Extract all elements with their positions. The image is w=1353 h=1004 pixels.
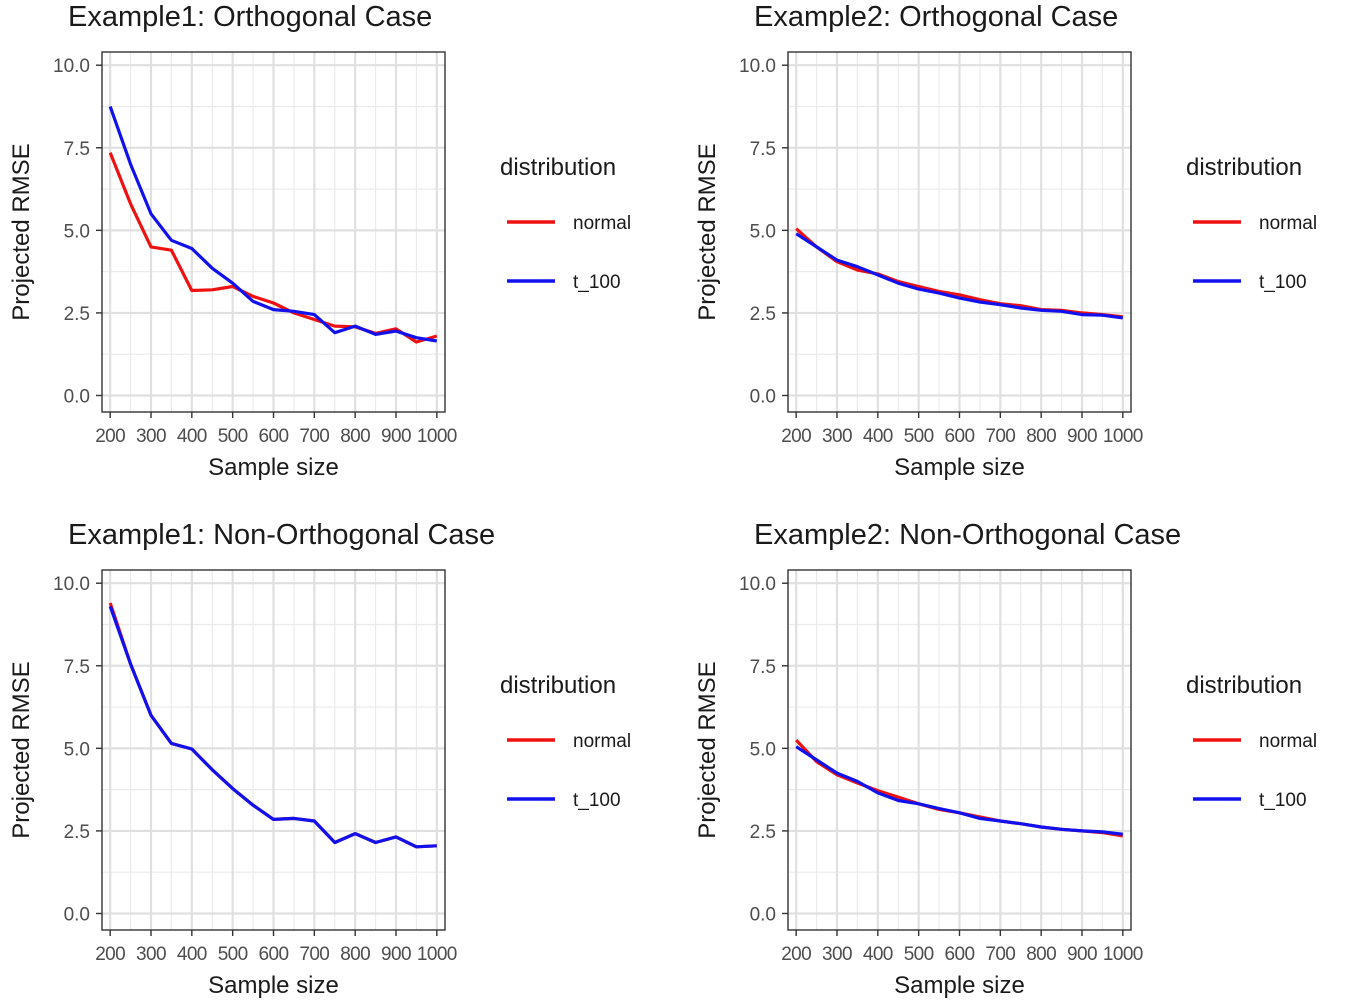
x-tick-label: 300: [822, 944, 852, 965]
x-tick-label: 300: [822, 426, 852, 447]
legend: distribution normal t_100: [1186, 154, 1317, 293]
legend: distribution normal t_100: [1186, 672, 1317, 811]
x-tick-label: 300: [136, 426, 166, 447]
legend-label: t_100: [1259, 272, 1307, 293]
series-line-t-100: [795, 232, 1124, 320]
legend-title: distribution: [500, 154, 616, 181]
chart-title: Example2: Orthogonal Case: [754, 1, 1118, 33]
x-tick-label: 1000: [1103, 944, 1143, 965]
x-tick-label: 400: [177, 426, 207, 447]
x-tick-label: 600: [945, 944, 975, 965]
y-tick-label: 2.5: [64, 304, 90, 325]
x-tick-label: 400: [177, 944, 207, 965]
series-line-t-100: [108, 605, 437, 849]
legend-label: t_100: [573, 272, 621, 293]
chart-panel-4: Example2: Non-Orthogonal Case 0.0 2.5 5.0 7.…: [694, 519, 1317, 999]
x-tick-label: 700: [299, 944, 329, 965]
x-tick-label: 200: [95, 426, 125, 447]
x-tick-label: 800: [1026, 944, 1056, 965]
y-tick-label: 0.0: [64, 386, 90, 407]
x-tick-label: 300: [136, 944, 166, 965]
x-tick-label: 400: [863, 944, 893, 965]
x-tick-label: 600: [259, 944, 289, 965]
x-tick-label: 800: [340, 944, 370, 965]
y-tick-label: 5.0: [64, 221, 90, 242]
y-tick-label: 5.0: [750, 739, 776, 760]
legend-label: normal: [573, 213, 631, 234]
x-tick-label: 400: [863, 426, 893, 447]
legend-label: normal: [573, 731, 631, 752]
x-axis-label: Sample size: [894, 972, 1025, 999]
x-tick-label: 1000: [417, 426, 457, 447]
y-tick-label: 5.0: [64, 739, 90, 760]
x-axis-label: Sample size: [894, 454, 1025, 481]
y-tick-label: 0.0: [64, 904, 90, 925]
y-tick-label: 10.0: [53, 574, 90, 595]
y-tick-label: 2.5: [750, 304, 776, 325]
legend-label: normal: [1259, 213, 1317, 234]
x-tick-label: 900: [1067, 426, 1097, 447]
y-tick-label: 0.0: [750, 904, 776, 925]
x-tick-label: 500: [904, 426, 934, 447]
x-tick-label: 600: [945, 426, 975, 447]
x-tick-label: 200: [781, 426, 811, 447]
x-tick-label: 500: [218, 426, 248, 447]
x-tick-label: 900: [1067, 944, 1097, 965]
y-tick-label: 5.0: [750, 221, 776, 242]
x-axis-label: Sample size: [208, 454, 339, 481]
series-line-t-100: [108, 105, 438, 343]
x-axis-label: Sample size: [208, 972, 339, 999]
x-tick-label: 500: [904, 944, 934, 965]
x-tick-label: 1000: [417, 944, 457, 965]
legend-label: t_100: [573, 790, 621, 811]
chart-title: Example1: Orthogonal Case: [68, 1, 432, 33]
x-tick-label: 900: [381, 944, 411, 965]
legend-title: distribution: [500, 672, 616, 699]
legend-label: normal: [1259, 731, 1317, 752]
y-axis-label: Projected RMSE: [8, 143, 35, 320]
chart-panel-1: Example1: Orthogonal Case 0.0 2.5 5.0 7.5 10.…: [8, 1, 631, 481]
x-tick-label: 500: [218, 944, 248, 965]
y-axis-label: Projected RMSE: [694, 143, 721, 320]
x-tick-label: 200: [781, 944, 811, 965]
chart-panel-3: Example1: Non-Orthogonal Case 0.0 2.5 5.0 7.…: [8, 519, 631, 999]
x-tick-label: 700: [985, 944, 1015, 965]
x-tick-label: 200: [95, 944, 125, 965]
legend-label: t_100: [1259, 790, 1307, 811]
x-tick-label: 700: [985, 426, 1015, 447]
chart-panel-2: Example2: Orthogonal Case 0.0 2.5 5.0 7.5 10.…: [694, 1, 1317, 481]
y-tick-label: 7.5: [750, 657, 776, 678]
series-line-t-100: [795, 745, 1123, 836]
x-tick-label: 600: [259, 426, 289, 447]
x-tick-label: 900: [381, 426, 411, 447]
y-tick-label: 7.5: [64, 139, 90, 160]
y-tick-label: 10.0: [739, 574, 776, 595]
y-axis-label: Projected RMSE: [694, 661, 721, 838]
legend-title: distribution: [1186, 154, 1302, 181]
y-tick-label: 10.0: [739, 56, 776, 77]
chart-title: Example2: Non-Orthogonal Case: [754, 519, 1181, 551]
x-tick-label: 800: [340, 426, 370, 447]
legend: distribution normal t_100: [500, 672, 631, 811]
y-tick-label: 2.5: [64, 822, 90, 843]
chart-title: Example1: Non-Orthogonal Case: [68, 519, 495, 551]
y-axis-label: Projected RMSE: [8, 661, 35, 838]
y-tick-label: 7.5: [750, 139, 776, 160]
y-tick-label: 7.5: [64, 657, 90, 678]
x-tick-label: 800: [1026, 426, 1056, 447]
legend-title: distribution: [1186, 672, 1302, 699]
y-tick-label: 2.5: [750, 822, 776, 843]
y-tick-label: 0.0: [750, 386, 776, 407]
y-tick-label: 10.0: [53, 56, 90, 77]
x-tick-label: 1000: [1103, 426, 1143, 447]
x-tick-label: 700: [299, 426, 329, 447]
legend: distribution normal t_100: [500, 154, 631, 293]
